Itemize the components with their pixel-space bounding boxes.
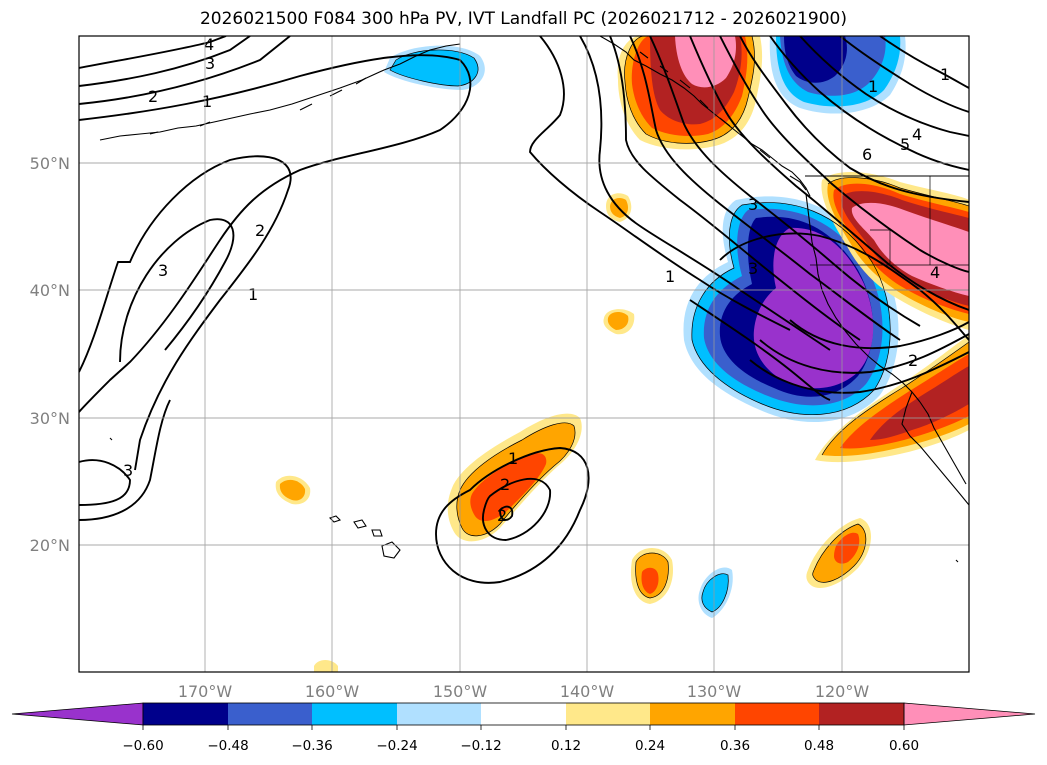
- contour-label: 1: [940, 65, 950, 84]
- colorbar-tick-label: 0.60: [889, 738, 919, 754]
- positive-anomaly-small-blobs: [275, 193, 872, 672]
- colorbar: −0.60 −0.48 −0.36 −0.24 −0.12 0.12 0.24 …: [11, 702, 1036, 754]
- longitude-labels: 170°W 160°W 150°W 140°W 130°W 120°W: [178, 682, 870, 701]
- colorbar-segment: [481, 703, 566, 725]
- negative-anomaly-northeast: [769, 36, 906, 114]
- contour-label: 2: [255, 221, 265, 240]
- gridlines: [79, 36, 969, 672]
- contour-label: 3: [123, 461, 133, 480]
- colorbar-segment: [312, 703, 397, 725]
- contour-label: 1: [868, 77, 878, 96]
- colorbar-extend-high: [903, 702, 1036, 726]
- colorbar-tick-label: 0.24: [635, 738, 665, 754]
- contour-label: 1: [508, 449, 518, 468]
- contour-label-group: 4 3 2 1 3 2 1 3 1 2 2 1 5 6 4 3 3 4 2 1 …: [123, 35, 950, 525]
- map-frame: [78, 35, 970, 673]
- colorbar-tick-label: −0.60: [122, 738, 163, 754]
- lat-label: 20°N: [30, 536, 70, 555]
- contour-label: 3: [748, 259, 758, 278]
- colorbar-segment: [735, 703, 819, 725]
- colorbar-tick-label: 0.36: [720, 738, 750, 754]
- contour-label: 3: [205, 54, 215, 73]
- contour-label: 4: [204, 35, 214, 54]
- colorbar-ticks: [142, 725, 905, 730]
- colorbar-tick-label: −0.24: [376, 738, 417, 754]
- positive-anomaly-interior-west: [821, 171, 969, 330]
- contour-label: 2: [148, 87, 158, 106]
- lon-label: 130°W: [687, 682, 742, 701]
- colorbar-segment: [566, 703, 650, 725]
- contour-label: 3: [158, 261, 168, 280]
- positive-anomaly-central-pacific: [447, 413, 582, 542]
- lat-label: 40°N: [30, 281, 70, 300]
- colorbar-extend-low: [11, 702, 144, 726]
- lat-label: 50°N: [30, 154, 70, 173]
- latitude-labels: 50°N 40°N 30°N 20°N: [30, 154, 70, 555]
- contour-label: 2: [500, 475, 510, 494]
- lon-label: 170°W: [178, 682, 233, 701]
- contour-label: 1: [665, 267, 675, 286]
- colorbar-tick-label: −0.12: [460, 738, 501, 754]
- contour-label: 5: [900, 135, 910, 154]
- lon-label: 140°W: [560, 682, 615, 701]
- contour-label: 3: [748, 195, 758, 214]
- colorbar-segment: [819, 703, 904, 725]
- contour-label: 4: [930, 263, 940, 282]
- colorbar-segment: [228, 703, 312, 725]
- colorbar-tick-label: −0.36: [291, 738, 332, 754]
- colorbar-tick-label: −0.48: [207, 738, 248, 754]
- contour-label: 4: [912, 125, 922, 144]
- colorbar-outline: [142, 702, 905, 726]
- map-title: 2026021500 F084 300 hPa PV, IVT Landfall…: [199, 9, 847, 29]
- lon-label: 160°W: [305, 682, 360, 701]
- contour-label: 1: [202, 92, 212, 111]
- lat-label: 30°N: [30, 409, 70, 428]
- colorbar-segment: [650, 703, 735, 725]
- colorbar-tick-label: 0.48: [804, 738, 834, 754]
- lon-label: 150°W: [433, 682, 488, 701]
- colorbar-tick-label: 0.12: [551, 738, 581, 754]
- negative-anomaly-small-south: [698, 567, 733, 618]
- lon-label: 120°W: [815, 682, 870, 701]
- contour-label: 2: [497, 506, 507, 525]
- contour-label: 2: [908, 351, 918, 370]
- colorbar-segment: [397, 703, 481, 725]
- contour-label: 6: [862, 145, 872, 164]
- contour-label: 1: [248, 285, 258, 304]
- colorbar-segment: [143, 703, 228, 725]
